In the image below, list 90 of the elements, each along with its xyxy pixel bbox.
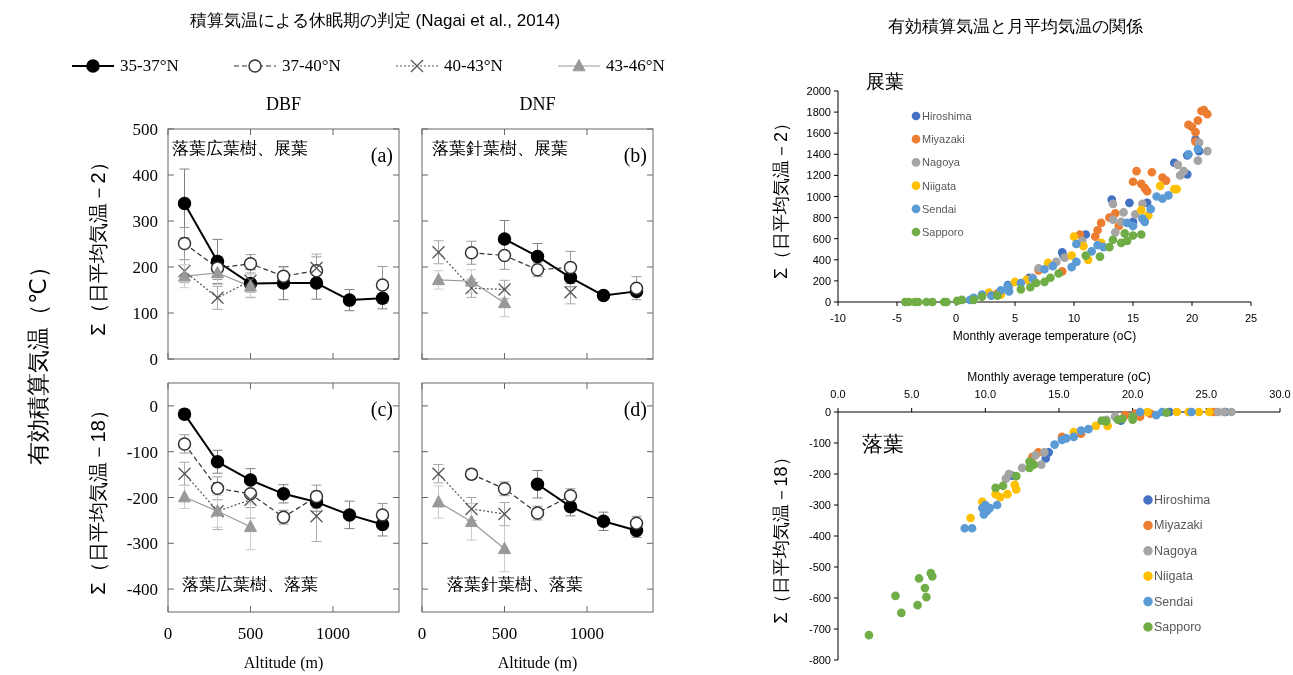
x-tick-label: 0 <box>952 312 960 324</box>
y-tick-label: -100 <box>126 442 158 462</box>
y-tick-label: 600 <box>812 232 831 245</box>
x-tick-label: 10.0 <box>974 388 997 400</box>
y-tick-label: 100 <box>132 304 158 323</box>
y-tick-label: -200 <box>126 488 158 508</box>
y-tick-label: 1400 <box>806 148 831 161</box>
y-tick-label: 1000 <box>806 190 831 203</box>
legend-label: Hiroshima <box>922 110 973 122</box>
y-tick-label: -300 <box>808 499 831 511</box>
y-tick-label: 0 <box>824 406 831 418</box>
legend-label: 40-43°N <box>444 56 503 75</box>
x-tick-label: 5 <box>1011 312 1019 324</box>
x-axis-title: Altitude (m) <box>497 654 578 672</box>
chart-title: 積算気温による休眠期の判定 (Nagai et al., 2014) <box>189 11 561 30</box>
legend-label: 37-40°N <box>282 56 341 75</box>
x-tick-label: 1000 <box>570 624 604 643</box>
y-tick-label: 1600 <box>806 127 831 140</box>
y-axis-title: Σ（日平均気温－2） <box>87 152 110 336</box>
y-axis-title: Σ（日平均気温－18） <box>87 400 110 595</box>
annotation: 落葉広葉樹、展葉 <box>172 139 308 158</box>
y-tick-label: 0 <box>824 296 831 308</box>
x-tick-label: -10 <box>830 312 846 324</box>
y-tick-label: -100 <box>808 437 831 449</box>
y-tick-label: 2000 <box>806 85 831 97</box>
annotation: (a) <box>370 144 393 167</box>
y-tick-label: 400 <box>812 253 831 266</box>
legend-label: Hiroshima <box>1154 493 1211 507</box>
chart-subtitle: DBF <box>265 94 302 114</box>
x-tick-label: 500 <box>491 624 518 643</box>
y-tick-label: -400 <box>126 580 158 600</box>
x-tick-label: 25.0 <box>1195 388 1218 400</box>
annotation: (c) <box>370 398 393 421</box>
annotation: 展葉 <box>866 71 904 92</box>
x-tick-label: 1000 <box>316 624 350 643</box>
legend-label: Sapporo <box>1154 620 1202 634</box>
annotation: 落葉針葉樹、展葉 <box>432 139 568 158</box>
legend-label: Sendai <box>922 202 957 215</box>
x-tick-label: 15 <box>1126 312 1140 324</box>
x-tick-label: 500 <box>237 624 264 643</box>
x-axis-title: Altitude (m) <box>243 654 324 672</box>
chart-title: 有効積算気温と月平均気温の関係 <box>887 17 1143 36</box>
x-tick-label: 15.0 <box>1048 388 1070 400</box>
chart-subtitle: DNF <box>519 94 556 114</box>
legend-label: Sapporo <box>922 226 964 238</box>
x-axis-title: Monthly average temperature (oC) <box>967 370 1151 384</box>
y-tick-label: -400 <box>808 530 831 542</box>
y-tick-label: 0 <box>149 350 158 369</box>
x-tick-label: 20.0 <box>1121 388 1144 400</box>
legend-label: Miyazaki <box>922 133 965 146</box>
legend-label: 43-46°N <box>606 56 665 75</box>
x-tick-label: 20 <box>1185 312 1199 324</box>
annotation: (d) <box>623 398 647 421</box>
x-tick-label: -5 <box>892 312 902 324</box>
y-tick-label: -600 <box>808 592 831 604</box>
x-tick-label: 30.0 <box>1269 388 1291 400</box>
x-tick-label: 25 <box>1244 312 1258 324</box>
legend-label: Sendai <box>1154 594 1193 609</box>
y-axis-title: Σ（日平均気温－18） <box>770 448 791 624</box>
y-tick-label: 1200 <box>806 169 831 182</box>
annotation: (b) <box>623 144 647 167</box>
x-tick-label: 0.0 <box>830 388 846 400</box>
y-tick-label: 200 <box>812 274 831 287</box>
legend-label: Niigata <box>922 179 958 192</box>
y-tick-label: 300 <box>132 212 158 231</box>
x-tick-label: 10 <box>1067 312 1081 324</box>
x-tick-label: 0 <box>417 624 427 643</box>
x-tick-label: 5.0 <box>904 388 920 400</box>
legend-label: Niigata <box>1154 569 1193 584</box>
x-tick-label: 0 <box>163 624 173 643</box>
y-tick-label: 800 <box>812 211 831 224</box>
annotation: 落葉広葉樹、落葉 <box>182 575 318 594</box>
annotation: 落葉針葉樹、落葉 <box>447 575 583 594</box>
text: 有効積算気温（℃） <box>25 255 52 465</box>
y-tick-label: 500 <box>132 120 158 139</box>
y-tick-label: 1800 <box>806 106 831 119</box>
y-tick-label: -500 <box>808 561 831 573</box>
y-tick-label: -200 <box>808 468 831 480</box>
legend-label: Nagoya <box>1154 543 1198 558</box>
x-axis-title: Monthly average temperature (oC) <box>952 329 1137 343</box>
legend-label: Nagoya <box>922 156 961 169</box>
y-tick-label: -800 <box>808 654 831 666</box>
y-tick-label: 200 <box>132 258 158 277</box>
legend-label: Miyazaki <box>1154 518 1203 533</box>
y-tick-label: -300 <box>126 534 158 554</box>
y-axis-title: Σ（日平均気温－2） <box>770 113 791 280</box>
y-tick-label: 400 <box>132 166 158 185</box>
legend-label: 35-37°N <box>120 56 179 75</box>
y-tick-label: -700 <box>808 623 831 635</box>
annotation: 落葉 <box>862 432 904 455</box>
